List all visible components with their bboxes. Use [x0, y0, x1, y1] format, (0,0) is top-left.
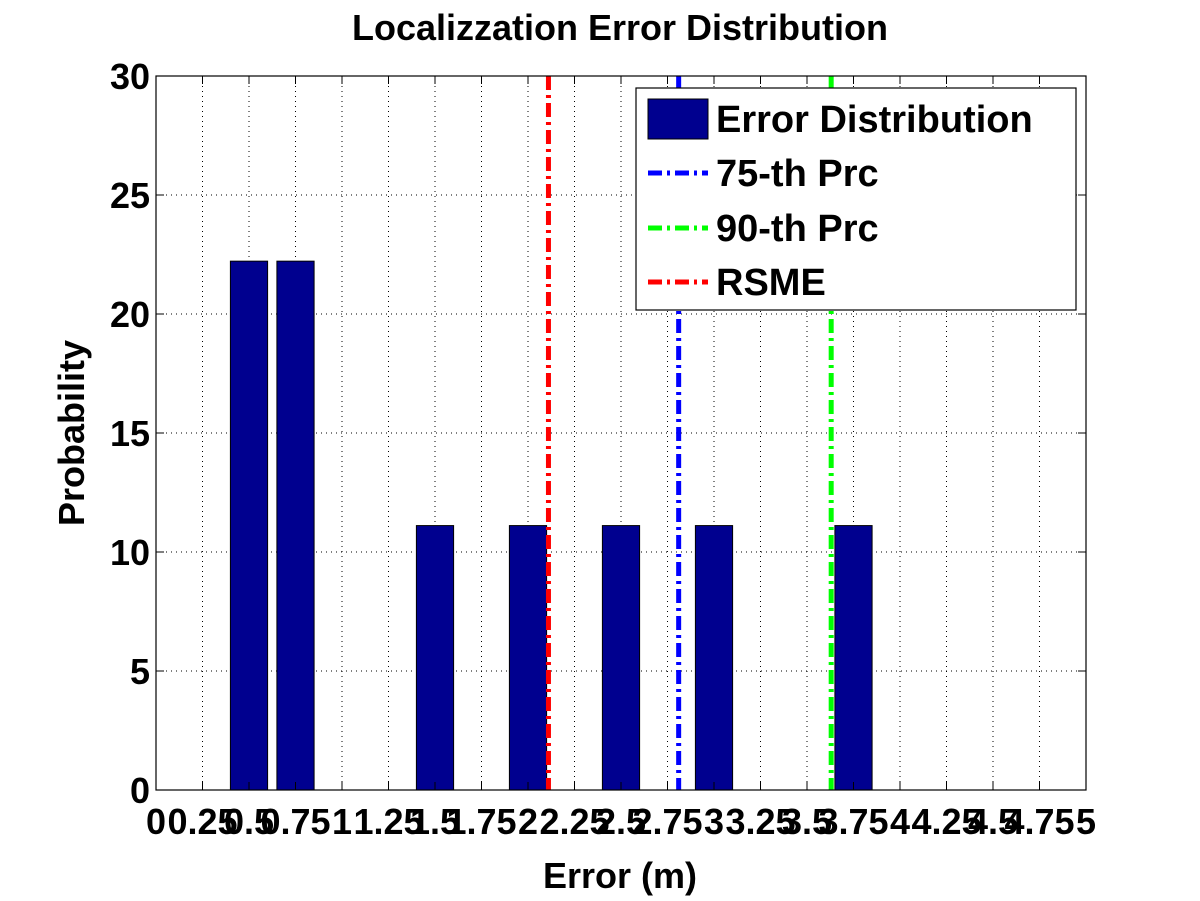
y-tick-label: 0 — [130, 770, 150, 811]
legend-label: 90-th Prc — [716, 208, 879, 250]
y-tick-label: 30 — [110, 56, 150, 97]
y-tick-label: 10 — [110, 532, 150, 573]
bars — [229, 260, 873, 791]
x-tick-label: 4.5 — [968, 801, 1018, 842]
bar — [415, 525, 455, 791]
legend-box — [635, 87, 1077, 311]
y-tick-label: 20 — [110, 294, 150, 335]
x-tick-label: 4 — [890, 801, 910, 842]
legend-label: Error Distribution — [716, 99, 1033, 141]
x-tick-label: 0.75 — [260, 801, 330, 842]
x-tick-label: 3.75 — [818, 801, 888, 842]
bar — [276, 260, 315, 791]
x-tick-label: 5 — [1076, 801, 1096, 842]
x-tick-label: 3.5 — [782, 801, 832, 842]
bar — [694, 525, 734, 791]
x-tick-label: 1.25 — [353, 801, 423, 842]
y-tick-label: 5 — [130, 651, 150, 692]
x-tick-label: 2.75 — [632, 801, 702, 842]
legend-label: 75-th Prc — [716, 153, 879, 195]
ticks: 0 0.250.50.75 1 1.251.51.75 2 2.252.52.75 3 3.2… — [110, 56, 1096, 842]
legend: Error Distribution 75-th Prc 90-th Prc RSME — [635, 87, 1077, 311]
x-tick-label: 4.25 — [911, 801, 981, 842]
x-tick-label: 2 — [518, 801, 538, 842]
x-tick-label: 4.75 — [1004, 801, 1074, 842]
x-tick-label: 1.5 — [410, 801, 460, 842]
x-tick-label: 0.25 — [167, 801, 237, 842]
y-axis-label: Probability — [51, 340, 92, 526]
bar — [229, 260, 269, 791]
x-tick-label: 2.25 — [539, 801, 609, 842]
chart-title: Localizzation Error Distribution — [352, 7, 888, 48]
x-tick-label: 3.25 — [725, 801, 795, 842]
x-tick-label: 0.5 — [224, 801, 274, 842]
bar — [508, 525, 548, 791]
legend-swatch-bar — [647, 98, 709, 140]
y-tick-label: 25 — [110, 175, 150, 216]
x-tick-label: 1.75 — [446, 801, 516, 842]
bar — [834, 525, 873, 791]
x-tick-label: 3 — [704, 801, 724, 842]
legend-label: RSME — [716, 262, 826, 304]
bar — [601, 525, 641, 791]
y-tick-label: 15 — [110, 413, 150, 454]
x-tick-label: 0 — [146, 801, 166, 842]
x-axis-label: Error (m) — [543, 855, 697, 896]
x-tick-label: 2.5 — [596, 801, 646, 842]
x-tick-label: 1 — [332, 801, 352, 842]
